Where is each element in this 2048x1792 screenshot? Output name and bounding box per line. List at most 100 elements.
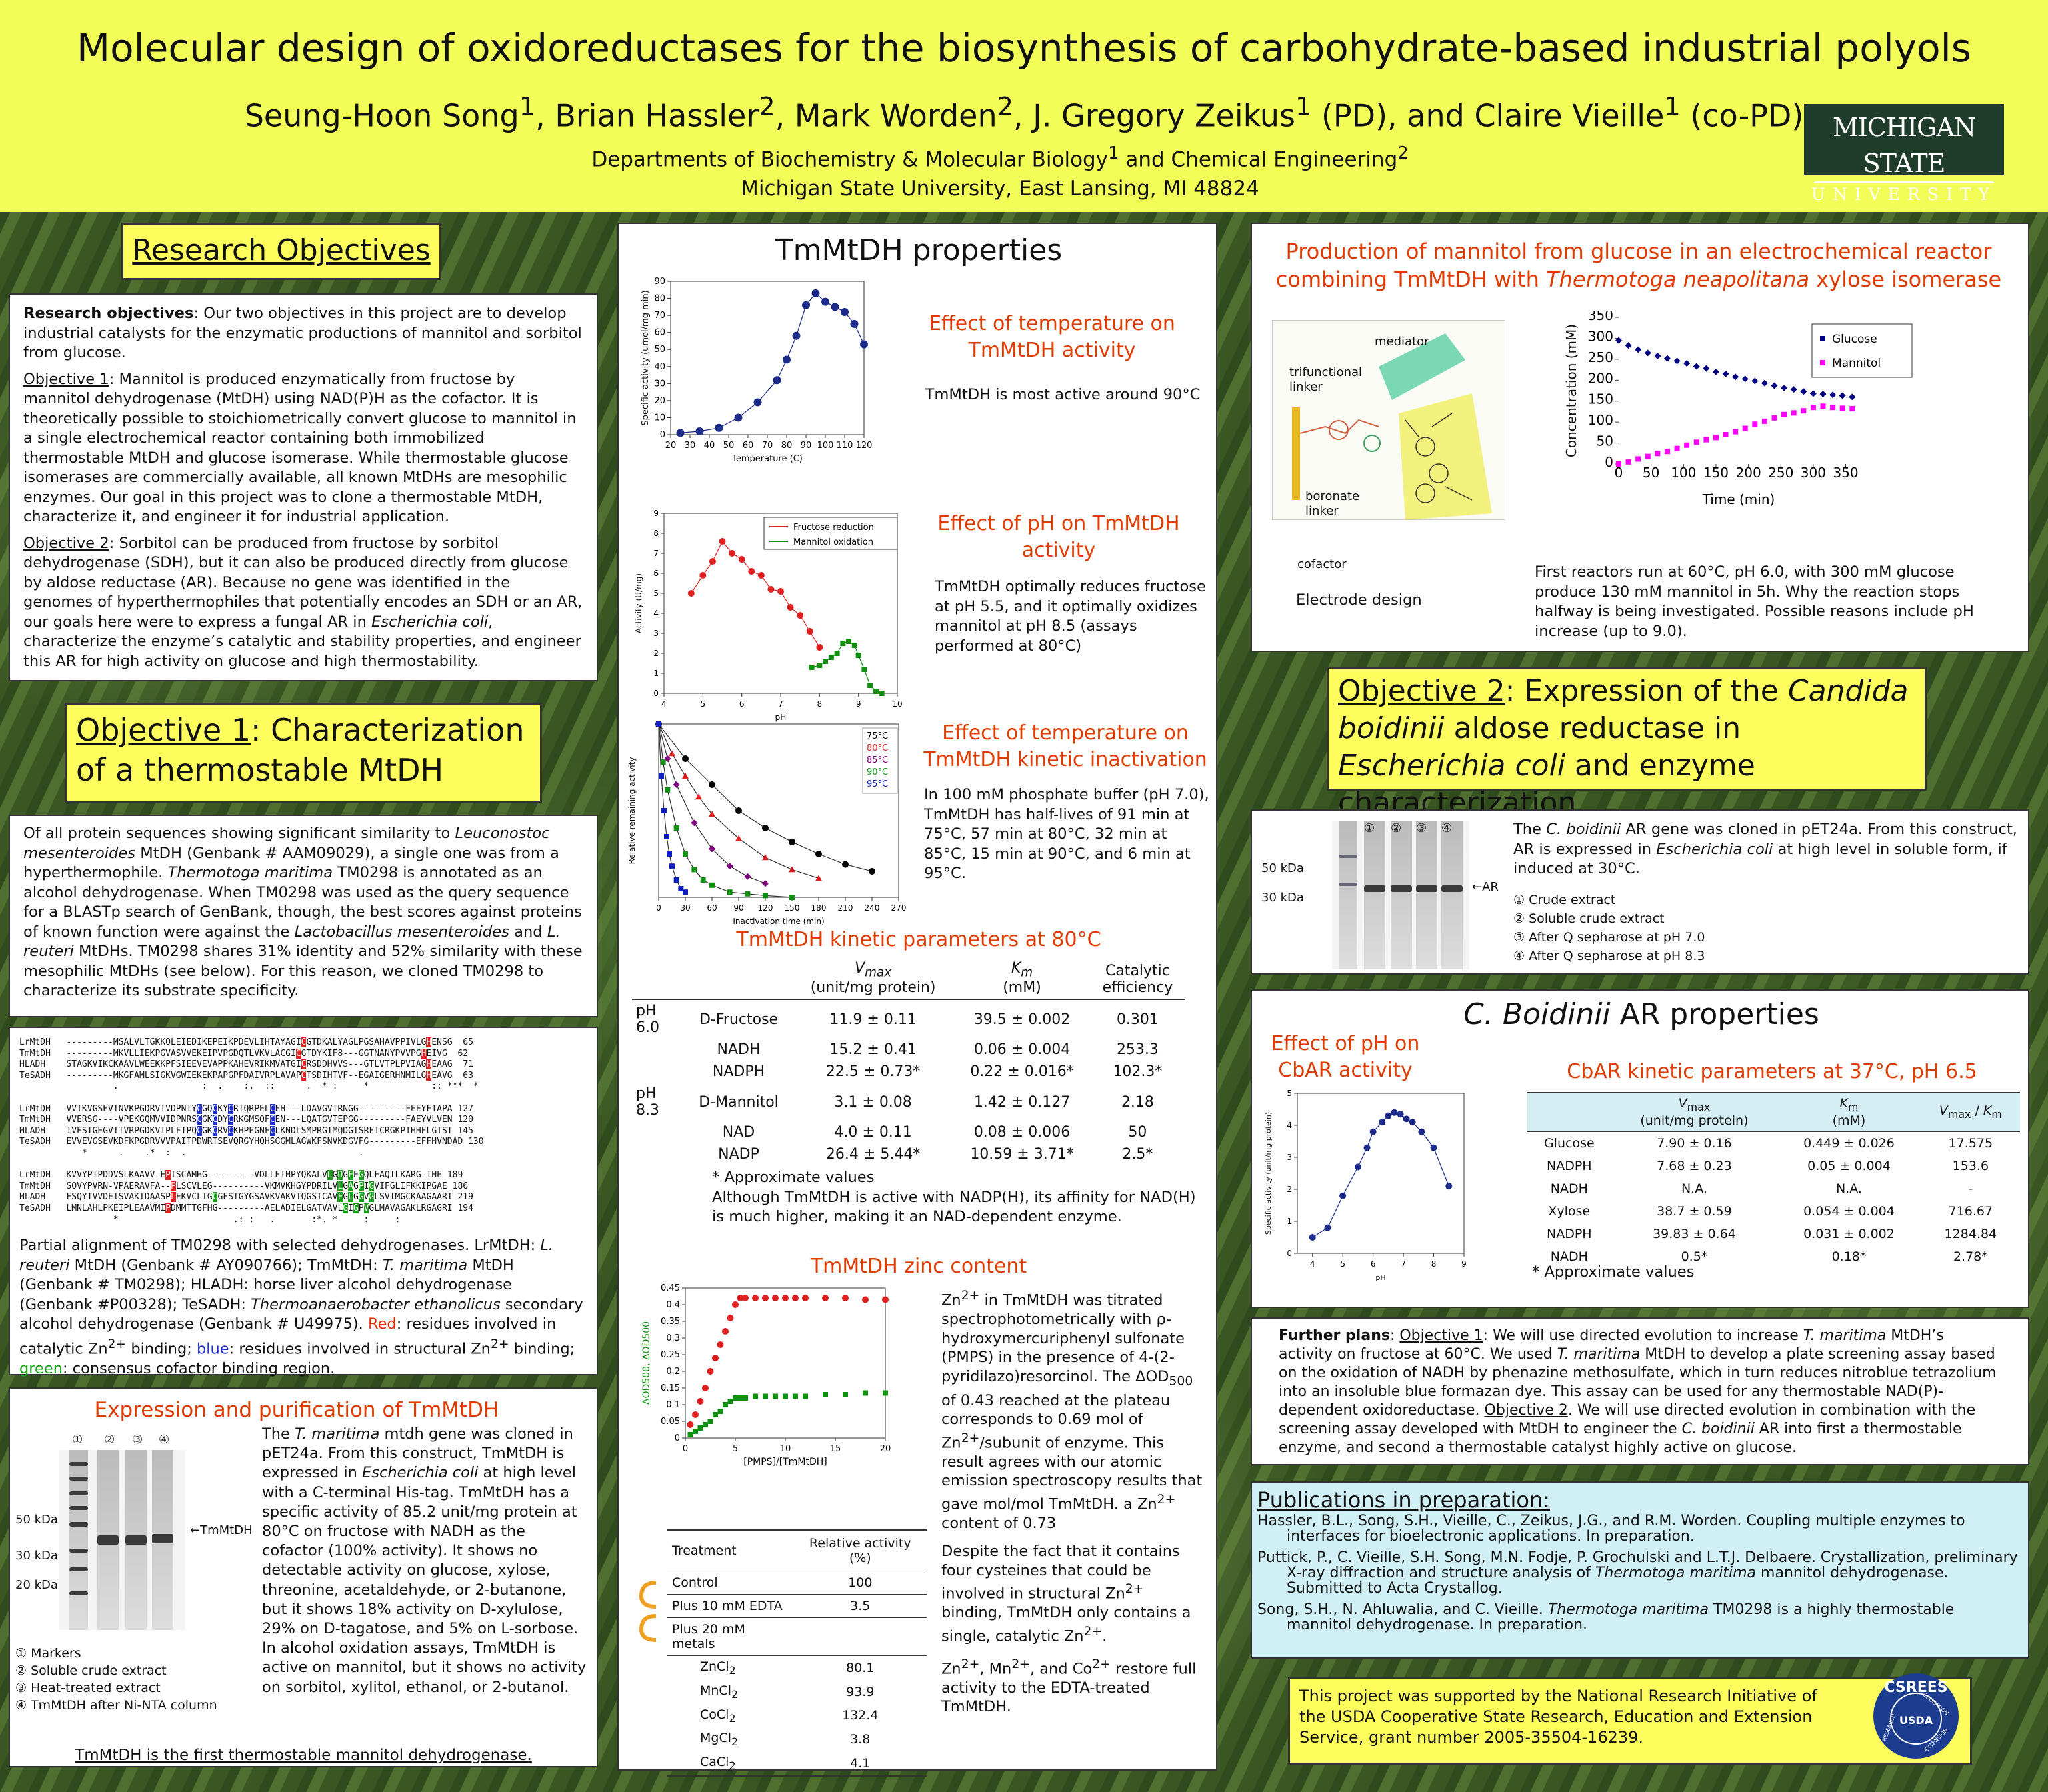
data-point [841,308,849,316]
data-point [713,1412,718,1417]
objective-2-heading: Objective 2: Expression of the Candida b… [1327,667,1927,820]
series-line [1312,1112,1449,1238]
table-cell: 0.031 ± 0.002 [1803,1226,1895,1241]
table-cell: pH 8.3 [636,1085,659,1119]
data-point [1801,408,1807,414]
table-cell: D-Mannitol [699,1093,779,1111]
x-tick-label: 150 [785,903,800,913]
data-point [806,628,813,635]
data-point [723,1402,728,1407]
x-tick-label: 0 [1615,465,1623,481]
data-point [855,653,861,658]
y-axis-label: Specific activity (unit/mg protein) [1264,1112,1273,1235]
data-point [717,1341,724,1348]
data-point [823,1392,828,1397]
table-cell: 7.90 ± 0.16 [1657,1135,1732,1151]
table-cell: 4.1 [850,1756,871,1771]
x-tick-label: 7 [778,699,783,709]
data-point [734,413,743,422]
x-tick-label: 5 [733,1444,738,1454]
table-cell: 1.42 ± 0.127 [973,1093,1071,1111]
table-cell: - [1968,1181,1973,1196]
data-point [697,1425,703,1431]
cbar-marker-50kda: 50 kDa [1261,861,1304,875]
y-axis-label: Concentration (mM) [1563,324,1579,457]
table-cell: CaCl2 [700,1755,736,1772]
data-point [831,303,839,311]
table-row: Xylose 38.7 ± 0.59 0.054 ± 0.004 716.67 [1527,1200,2020,1223]
data-point [787,604,794,611]
table-row: NADH N.A. N.A. - [1527,1177,2020,1200]
x-tick-label: 9 [856,699,861,709]
table-cell: 3.8 [850,1732,871,1747]
data-point [1741,375,1749,383]
legend-label: Mannitol oxidation [793,537,873,547]
table-cell: 0.054 ± 0.004 [1803,1203,1895,1219]
data-point [1781,384,1788,391]
data-point [1391,1109,1398,1116]
cbar-note: * Approximate values [1532,1263,1695,1281]
csrees-wordmark: CSREES [1884,1679,1947,1696]
y-tick-label: 90 [654,277,665,287]
kinetics-header: Vmax (unit/mg protein) [792,957,955,1001]
table-cell: 0.06 ± 0.004 [973,1041,1071,1059]
table-row: NADPH 7.68 ± 0.23 0.05 ± 0.004 153.6 [1527,1155,2020,1177]
publications-heading: Publications in preparation: [1257,1487,1551,1513]
y-tick-label: 0.1 [666,1400,680,1410]
x-axis-label: pH [775,713,787,722]
data-point [1397,1111,1404,1118]
data-point [744,873,751,880]
y-tick-label: 1 [1287,1217,1292,1226]
x-tick-label: 6 [739,699,745,709]
table-cell: NAD [722,1124,755,1141]
data-point [1829,391,1837,399]
x-tick-label: 270 [891,903,907,913]
properties-title: TmMtDH properties [775,233,1063,267]
kinetics-note: * Approximate values Although TmMtDH is a… [712,1169,1196,1225]
data-point [773,376,781,385]
table-cell: 0.301 [1116,1011,1159,1028]
data-point [1683,360,1691,367]
data-point [1379,1119,1386,1126]
data-point [797,612,804,619]
y-tick-label: 150 [1588,391,1613,407]
data-point [1430,1144,1437,1151]
legend-swatch [1820,336,1825,341]
data-point [753,398,762,407]
data-point [762,825,769,831]
x-tick-label: 5 [1340,1259,1345,1269]
cbar-ph-title: Effect of pH on CbAR activity [1271,1032,1420,1082]
y-tick-label: 0.3 [666,1333,680,1343]
x-tick-label: 4 [1310,1259,1315,1269]
table-cell: NADH [1550,1249,1588,1264]
x-tick-label: 210 [838,903,853,913]
data-point [687,1421,694,1428]
y-tick-label: 300 [1588,328,1613,344]
x-tick-label: 120 [856,441,873,451]
x-tick-label: 90 [801,441,812,451]
x-tick-label: 50 [1643,465,1659,481]
data-point [883,1390,888,1396]
data-point [772,1295,779,1301]
data-point [793,1393,798,1399]
cbar-gel-lane-3: ③ [1416,821,1427,835]
data-point [867,683,873,688]
gel-lane-2: ② [104,1433,115,1447]
y-tick-label: 80 [654,294,665,304]
legend-label: 80°C [867,743,888,753]
table-cell: 0.22 ± 0.016* [970,1063,1074,1081]
data-point [822,1295,829,1301]
table-cell: Glucose [1543,1135,1595,1151]
data-point [1693,439,1699,445]
electrode-design-diagram [1272,320,1505,520]
x-axis-label: [PMPS]/[TmMtDH] [743,1457,827,1467]
further-plans: Further plans: Objective 1: We will use … [1251,1317,2029,1465]
y-tick-label: 0.45 [661,1283,680,1293]
y-tick-label: 50 [654,345,665,355]
data-point [691,867,697,873]
table-cell: 153.6 [1952,1158,1989,1173]
table-cell: NADPH [1547,1158,1592,1173]
data-point [737,1395,743,1401]
data-point [879,691,885,696]
y-tick-label: 0.05 [661,1417,680,1427]
